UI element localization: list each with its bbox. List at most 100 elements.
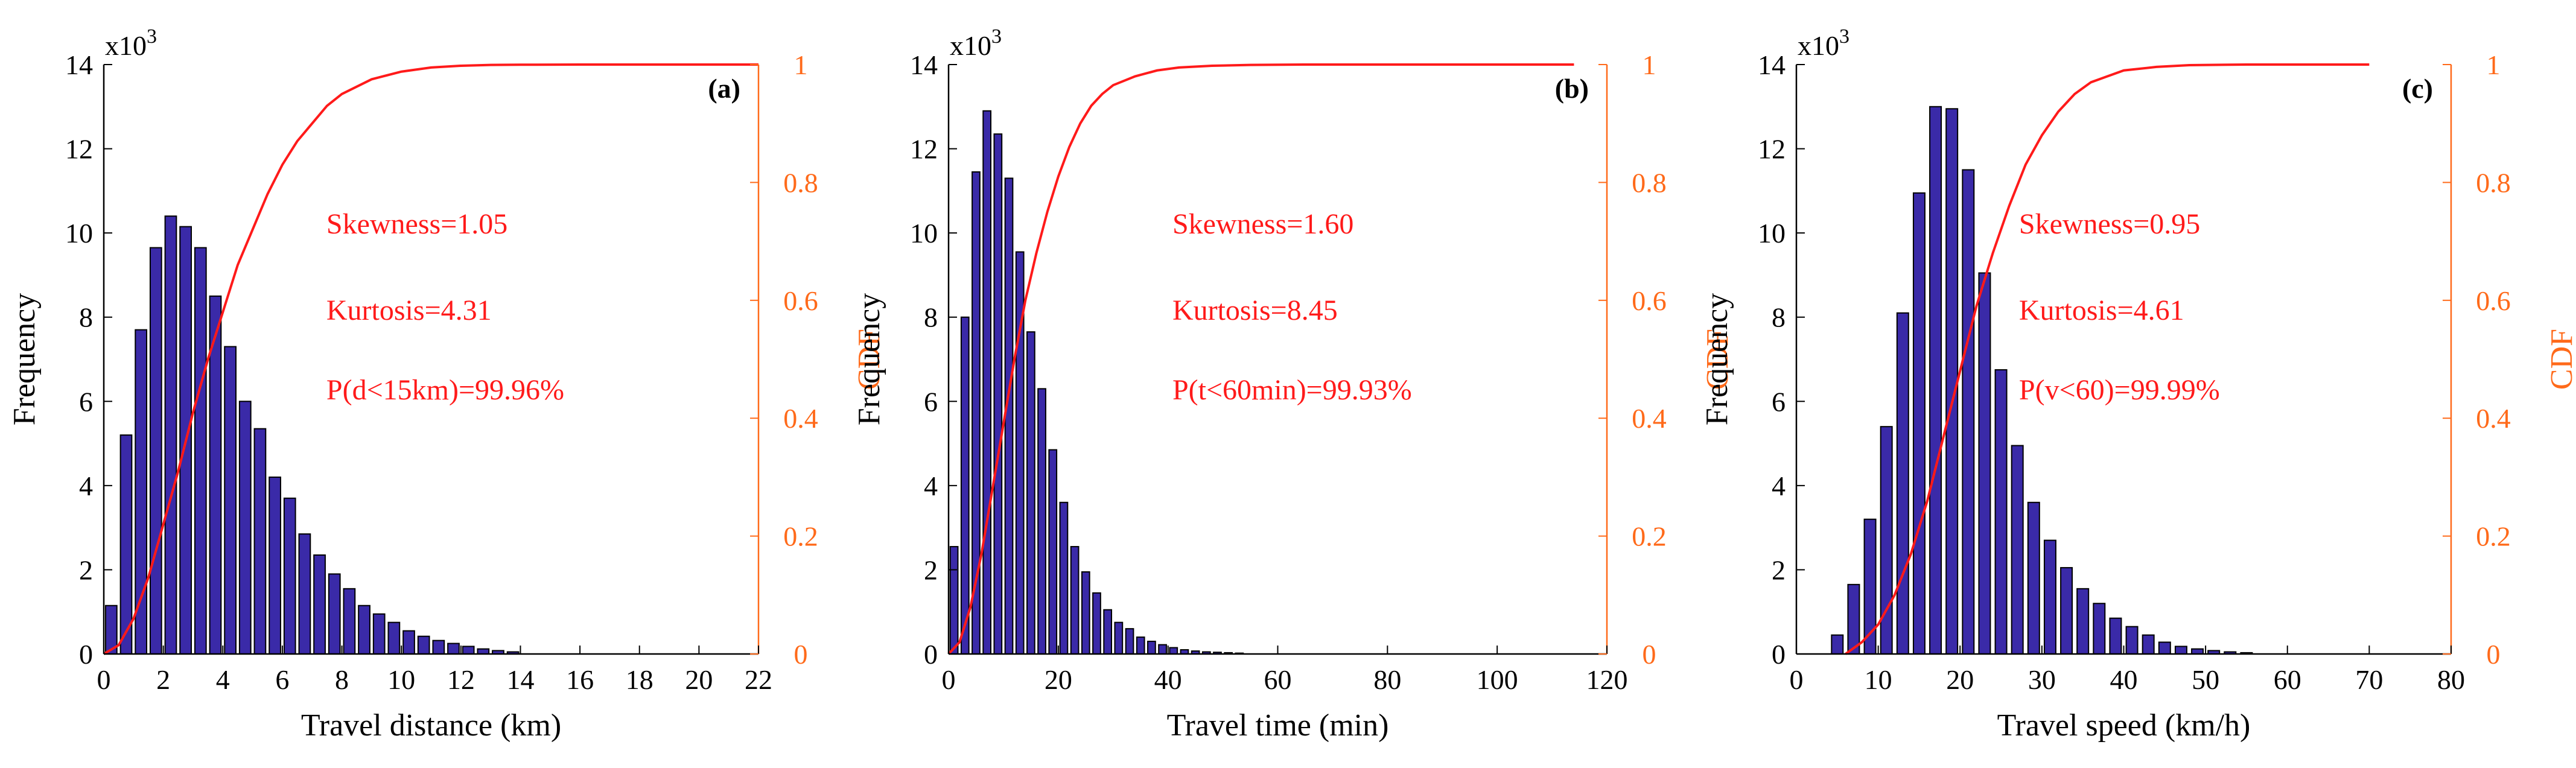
y-tick-label: 4 — [924, 471, 938, 501]
x-tick-label: 70 — [2355, 664, 2383, 695]
y-tick-label: 2 — [79, 554, 93, 585]
histogram-bar — [1880, 426, 1893, 655]
y2-tick-label: 1 — [1643, 49, 1656, 80]
histogram-bar — [1147, 641, 1156, 655]
histogram-bar — [1048, 449, 1058, 655]
histogram-bar — [417, 635, 430, 655]
histogram-bar — [238, 401, 252, 655]
histogram-bar — [253, 428, 267, 655]
histogram-bar — [447, 643, 460, 655]
y2-tick-label: 1 — [2487, 49, 2501, 80]
x-tick-label: 20 — [685, 664, 713, 695]
x-tick-label: 6 — [275, 664, 289, 695]
histogram-bar — [2158, 641, 2171, 655]
panel-a: 0 2 4 6 8 10 12 14 16 18 20 22 0 2 4 6 8 10 12 14 0 0.2 0.4 0.6… — [7, 25, 886, 743]
histogram-bar — [1831, 634, 1844, 655]
y-tick-label: 6 — [1772, 386, 1786, 417]
y-tick-label: 0 — [1772, 639, 1786, 670]
y-tick-label: 10 — [65, 218, 93, 249]
y-tick-label: 8 — [924, 302, 938, 333]
x-tick-label: 18 — [626, 664, 654, 695]
x-tick-label: 60 — [1264, 664, 1292, 695]
x-tick-label: 4 — [216, 664, 230, 695]
histogram-bar — [1136, 636, 1145, 655]
histogram-bar — [1070, 546, 1080, 655]
y2-tick-label: 0.8 — [1632, 167, 1667, 198]
x-tick-label: 120 — [1586, 664, 1628, 695]
x-tick-label: 0 — [1790, 664, 1804, 695]
histogram-bar — [358, 605, 370, 655]
stat-annotation: Kurtosis=4.31 — [326, 294, 492, 326]
x-axis-label: Travel time (min) — [1167, 708, 1389, 743]
y-tick-label: 12 — [910, 134, 938, 165]
y-tick-label: 0 — [79, 639, 93, 670]
histogram-bar — [387, 621, 401, 655]
stat-annotation: Skewness=0.95 — [2019, 208, 2200, 240]
histogram-bar — [1158, 644, 1167, 655]
y-tick-label: 2 — [1772, 554, 1786, 585]
x-tick-label: 40 — [2110, 664, 2138, 695]
y-tick-label: 8 — [79, 302, 93, 333]
y2-tick-label: 0.2 — [783, 521, 818, 552]
y-scale-label: x103 — [105, 25, 157, 61]
y2-tick-label: 0.6 — [783, 285, 818, 316]
y2-axis-label: CDF — [1700, 329, 1735, 390]
histogram-bar — [993, 133, 1003, 655]
x-tick-label: 20 — [1946, 664, 1974, 695]
y2-tick-label: 0.2 — [2476, 521, 2511, 552]
histogram-bar — [119, 434, 133, 655]
histogram-bar — [372, 613, 386, 655]
histogram-bar — [343, 588, 356, 655]
histogram-bar — [1004, 177, 1014, 655]
histogram-bar — [1081, 571, 1090, 655]
y-tick-label: 10 — [1758, 218, 1786, 249]
histogram-bar — [2125, 626, 2139, 655]
histogram-bar — [1847, 583, 1860, 655]
histogram-bar — [313, 554, 326, 655]
y-scale-exponent: 3 — [1839, 25, 1849, 48]
y-tick-label: 4 — [1772, 471, 1786, 501]
y-scale-base: x10 — [1798, 30, 1839, 61]
y-tick-label: 12 — [65, 134, 93, 165]
x-tick-label: 22 — [745, 664, 772, 695]
panel-label: (c) — [2402, 73, 2433, 104]
y-tick-label: 14 — [1758, 49, 1786, 80]
stat-annotation: Kurtosis=8.45 — [1172, 294, 1338, 326]
cdf-line — [947, 63, 1574, 655]
y-tick-label: 0 — [924, 639, 938, 670]
y2-tick-label: 0 — [794, 639, 808, 670]
histogram-bar — [2076, 588, 2090, 655]
histogram-bar — [1929, 106, 1942, 655]
histogram-bar — [2109, 617, 2122, 655]
histogram-bar — [2060, 566, 2073, 655]
x-tick-label: 14 — [506, 664, 534, 695]
histogram-bar — [1945, 108, 1959, 655]
y-scale-label: x103 — [950, 25, 1002, 61]
y-tick-label: 6 — [79, 386, 93, 417]
y-tick-label: 14 — [65, 49, 93, 80]
y2-tick-label: 0.4 — [2476, 403, 2511, 434]
y2-tick-label: 0.6 — [2476, 285, 2511, 316]
histogram-bar — [269, 476, 281, 655]
histogram-bar — [224, 346, 237, 655]
histogram-bar — [1912, 192, 1926, 655]
y2-tick-label: 1 — [794, 49, 808, 80]
x-tick-label: 80 — [2437, 664, 2465, 695]
y-axis-label: Frequency — [852, 293, 886, 425]
y2-tick-label: 0.4 — [1632, 403, 1667, 434]
histogram-bar — [328, 573, 341, 655]
histogram-bar — [1994, 369, 2008, 655]
histogram-bar — [1059, 501, 1069, 655]
histogram-bar — [949, 546, 959, 655]
y-scale-base: x10 — [950, 30, 991, 61]
x-tick-label: 80 — [1373, 664, 1401, 695]
x-tick-label: 10 — [1865, 664, 1892, 695]
histogram-bar — [1092, 592, 1101, 655]
y-scale-base: x10 — [105, 30, 147, 61]
y-axis-label: Frequency — [1700, 293, 1734, 425]
histogram-bar — [2011, 445, 2024, 655]
y2-tick-label: 0 — [1643, 639, 1656, 670]
panel-label: (b) — [1555, 73, 1589, 104]
stat-annotation: P(t<60min)=99.93% — [1172, 374, 1412, 406]
